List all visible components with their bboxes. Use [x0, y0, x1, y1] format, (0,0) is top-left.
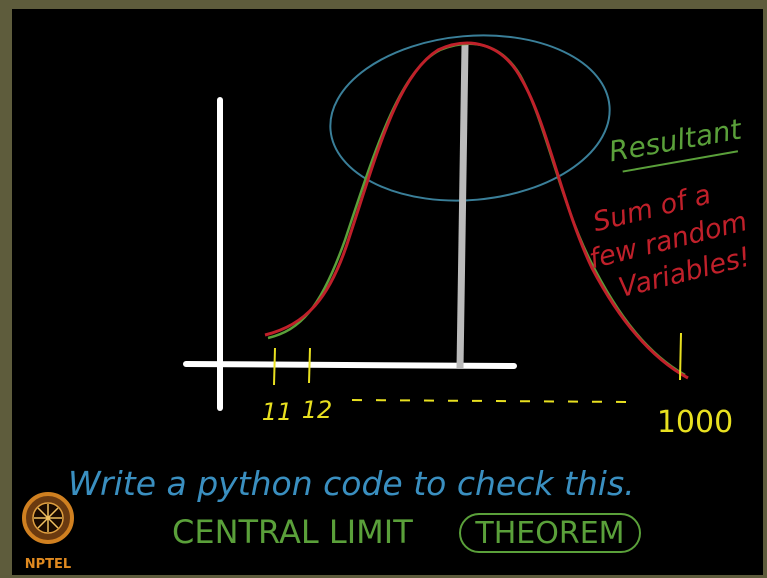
lecture-frame: 11 12 1000 Resultant Sum of a few random…	[0, 0, 767, 578]
instruction: Write a python code to check this.	[68, 464, 635, 503]
logo-text: NPTEL	[25, 557, 71, 572]
nptel-logo: NPTEL	[24, 494, 72, 572]
tick	[274, 348, 275, 385]
logo-star	[34, 504, 62, 532]
topic: CENTRAL LIMIT	[172, 513, 413, 551]
tick	[309, 348, 310, 383]
page: 11 12 1000 Resultant Sum of a few random…	[0, 0, 767, 578]
tick	[680, 333, 681, 380]
topic-boxed: THEOREM	[474, 516, 624, 551]
axis-label: 11	[262, 398, 293, 426]
axis-label: 12	[302, 396, 333, 424]
mean-line	[460, 45, 465, 368]
axis-label: 1000	[657, 405, 733, 440]
x-axis	[186, 364, 514, 366]
